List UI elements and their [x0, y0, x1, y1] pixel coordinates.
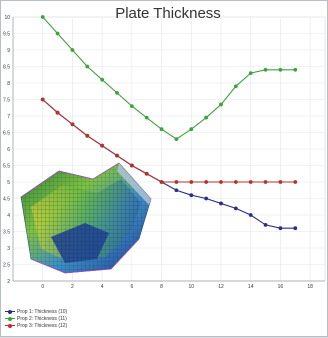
series-2 [40, 15, 298, 142]
legend: Prop 1: Thickness (10) Prop 2: Thickness … [5, 308, 67, 329]
series-2-point [40, 15, 45, 19]
series-2-line [42, 16, 296, 140]
legend-swatch [5, 323, 15, 329]
series-3-point [159, 180, 164, 184]
series-1-point [293, 226, 298, 231]
chart-title: Plate Thickness [115, 5, 221, 22]
y-tick-label: 8.5 [3, 64, 10, 70]
x-tick-label: 2 [71, 284, 74, 290]
series-2-point [233, 84, 238, 89]
series-3-point [115, 153, 119, 158]
series-2-point [219, 102, 223, 107]
y-tick-label: 2.5 [3, 262, 10, 268]
y-tick-label: 4.5 [3, 196, 10, 202]
y-tick-label: 2 [7, 279, 10, 285]
y-tick-label: 5.5 [3, 163, 10, 169]
series-2-point [55, 31, 60, 36]
series-1-point [278, 226, 283, 231]
series-1-point [233, 206, 238, 211]
legend-swatch [5, 316, 15, 322]
series-2-point [189, 127, 194, 132]
series-lines [40, 15, 298, 231]
x-tick-label: 16 [278, 284, 284, 290]
legend-label: Prop 2: Thickness (11) [17, 315, 67, 322]
series-3-point [263, 180, 268, 184]
y-tick-label: 6 [7, 147, 10, 153]
x-tick-label: 18 [307, 284, 313, 290]
series-3-point [233, 180, 238, 184]
series-2-point [115, 91, 119, 95]
x-tick-label: 0 [41, 284, 44, 290]
series-2-point [293, 67, 298, 72]
legend-entry: Prop 1: Thickness (10) [5, 308, 67, 315]
y-tick-label: 8 [7, 81, 10, 87]
legend-entry: Prop 3: Thickness (12) [5, 322, 67, 329]
y-tick-label: 10 [4, 15, 10, 21]
series-1-point [219, 201, 223, 206]
axes: 0 2 4 6 8 10 12 14 16 18 2 2.5 3 3.5 4 4.5 5 5.5 6 6.5 7 7.5 8… [3, 15, 325, 290]
series-3-point [293, 180, 298, 184]
y-tick-label: 5 [7, 180, 10, 186]
series-2-point [100, 77, 105, 82]
y-tick-label: 7 [7, 114, 10, 120]
y-tick-label: 7.5 [3, 97, 10, 103]
series-3-point [248, 180, 253, 184]
series-1-point [174, 188, 179, 193]
legend-label: Prop 1: Thickness (10) [17, 308, 68, 315]
plate-mesh-image [20, 162, 152, 274]
series-3-point [219, 180, 223, 184]
series-3-point [129, 163, 134, 168]
legend-entry: Prop 2: Thickness (11) [5, 315, 67, 322]
series-2-point [159, 127, 164, 132]
series-2-point [144, 115, 149, 120]
x-tick-label: 10 [189, 284, 195, 290]
x-tick-label: 6 [130, 284, 133, 290]
y-tick-label: 4 [7, 213, 10, 219]
x-tick-label: 8 [160, 284, 163, 290]
series-3-point [189, 180, 194, 184]
series-2-point [85, 64, 90, 69]
series-3-point [204, 180, 209, 184]
series-1-point [204, 196, 209, 201]
series-2-point [70, 48, 75, 52]
series-2-point [129, 104, 134, 108]
series-3-point [278, 180, 283, 184]
y-tick-label: 9.5 [3, 31, 10, 37]
series-3-point [55, 110, 60, 115]
series-3 [40, 97, 298, 184]
series-3-point [70, 122, 75, 127]
series-2-point [248, 71, 253, 75]
legend-swatch [5, 309, 15, 315]
x-tick-label: 14 [248, 284, 254, 290]
series-3-point [174, 180, 179, 184]
x-tick-label: 4 [101, 284, 104, 290]
y-tick-label: 9 [7, 48, 10, 54]
series-3-point [40, 97, 45, 102]
x-tick-label: 12 [218, 284, 224, 290]
series-1-point [189, 193, 194, 198]
series-3-point [100, 143, 105, 148]
series-1-point [263, 223, 268, 227]
y-tick-label: 3 [7, 246, 10, 252]
legend-label: Prop 3: Thickness (12) [17, 322, 68, 329]
series-2-point [278, 67, 283, 72]
series-2-point [204, 115, 209, 120]
series-1-point [248, 213, 253, 217]
y-tick-label: 6.5 [3, 130, 10, 136]
series-3-point [85, 133, 90, 138]
series-2-point [263, 67, 268, 72]
y-tick-label: 3.5 [3, 229, 10, 235]
series-3-point [144, 171, 149, 176]
series-2-point [174, 137, 179, 142]
series-3-line [42, 99, 296, 183]
